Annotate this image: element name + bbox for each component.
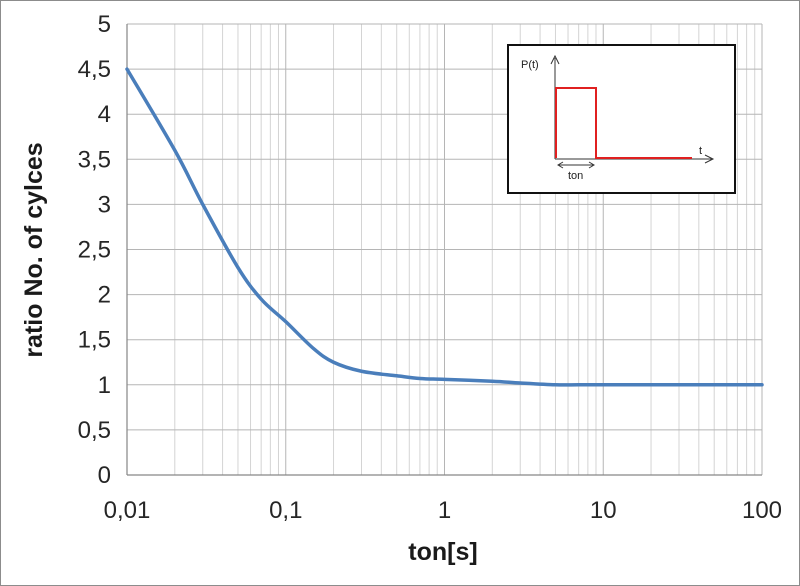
grid	[126, 23, 763, 476]
tick-labels: 0 0,5 1 1,5 2 2,5 3 3,5 4 4,5 5 0,01 0,1 1 10 100	[78, 11, 782, 524]
y-tick-label: 2	[98, 282, 111, 309]
x-tick-label: 0,01	[104, 497, 151, 524]
y-tick-label: 5	[98, 11, 111, 38]
y-tick-label: 4,5	[78, 56, 111, 83]
inset-ton-arrowhead-left	[557, 161, 564, 169]
x-tick-label: 100	[742, 497, 782, 524]
inset-x-arrow	[704, 154, 715, 164]
inset-ton-label: ton	[568, 170, 583, 182]
inset-y-label: P(t)	[521, 59, 539, 71]
y-tick-label: 1,5	[78, 327, 111, 354]
x-axis-title: ton[s]	[408, 538, 477, 566]
x-tick-label: 10	[590, 497, 617, 524]
y-tick-label: 4	[98, 101, 111, 128]
y-tick-label: 1	[98, 372, 111, 399]
y-tick-label: 0	[98, 462, 111, 489]
y-tick-label: 3	[98, 191, 111, 218]
inset-x-label: t	[699, 145, 702, 157]
series-line	[125, 67, 764, 387]
inset-y-arrow	[550, 54, 560, 65]
y-tick-label: 0,5	[78, 417, 111, 444]
x-tick-label: 1	[438, 497, 451, 524]
inset-diagram: P(t) t ton	[507, 44, 736, 194]
x-tick-label: 0,1	[269, 497, 302, 524]
y-tick-label: 2,5	[78, 237, 111, 264]
inset-ton-arrowhead-right	[588, 161, 595, 169]
inset-box	[507, 44, 736, 194]
inset-pulse	[555, 87, 692, 159]
y-tick-label: 3,5	[78, 146, 111, 173]
y-axis-title: ratio No. of cylces	[20, 142, 48, 357]
